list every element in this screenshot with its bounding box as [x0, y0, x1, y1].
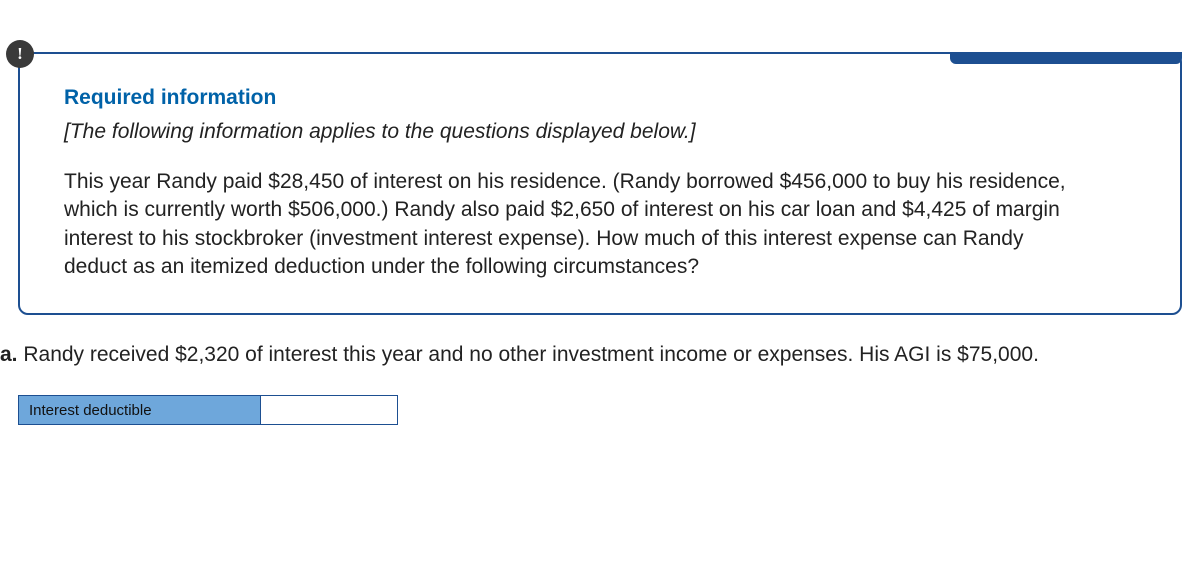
problem-statement: This year Randy paid $28,450 of interest… [64, 168, 1084, 281]
subquestion-label: a. [0, 343, 18, 366]
required-information-panel: ! Required information [The following in… [18, 52, 1182, 315]
answer-table: Interest deductible [18, 395, 398, 425]
answer-input-cell [261, 396, 397, 424]
subquestion-a: a. Randy received $2,320 of interest thi… [0, 343, 1182, 367]
applies-to-note: [The following information applies to th… [64, 120, 1144, 144]
interest-deductible-input[interactable] [261, 396, 397, 424]
required-information-heading: Required information [64, 86, 1144, 110]
subquestion-text: Randy received $2,320 of interest this y… [18, 343, 1039, 366]
answer-field-label: Interest deductible [19, 396, 261, 424]
alert-icon: ! [6, 40, 34, 68]
